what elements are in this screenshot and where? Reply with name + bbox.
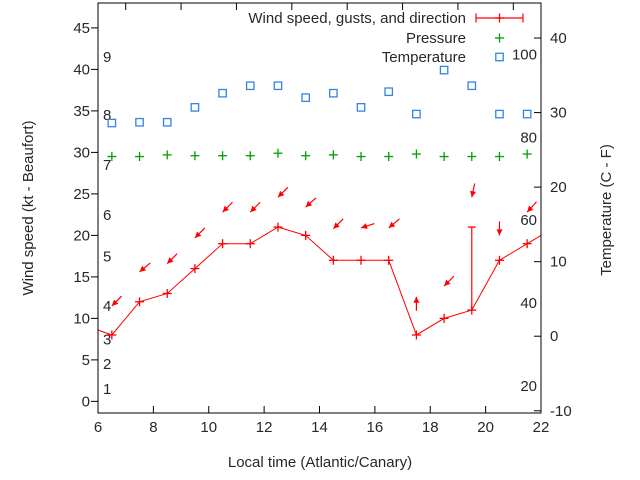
right-axis-tick-label: 20 xyxy=(550,179,567,196)
legend-label-temperature: Temperature xyxy=(382,49,466,66)
temperature-marker xyxy=(495,109,504,119)
left-axis-tick-label: 15 xyxy=(73,269,90,286)
wind-direction-arrowhead xyxy=(250,205,257,213)
beaufort-scale-label: 4 xyxy=(103,298,111,315)
wind-direction-arrowhead xyxy=(194,231,202,238)
left-axis-tick-label: 40 xyxy=(73,61,90,78)
temperature-marker xyxy=(301,93,311,103)
left-y-axis-title: Wind speed (kt - Beaufort) xyxy=(20,120,37,295)
left-axis-tick-label: 5 xyxy=(82,352,90,369)
temperature-marker xyxy=(107,118,117,128)
wind-direction-arrowhead xyxy=(222,205,229,213)
wind-direction-arrowhead xyxy=(333,222,340,229)
temperature-marker xyxy=(328,88,338,98)
wind-direction-arrowhead xyxy=(527,205,534,213)
x-axis-tick-label: 6 xyxy=(94,419,102,436)
temperature-marker xyxy=(412,109,421,119)
beaufort-scale-label: 3 xyxy=(103,331,111,348)
temperature-marker xyxy=(135,117,144,127)
left-axis-tick-label: 35 xyxy=(73,103,90,120)
right-axis-tick-label: 0 xyxy=(550,328,558,345)
beaufort-scale-label: 7 xyxy=(103,157,111,174)
fahrenheit-scale-label: 40 xyxy=(520,295,537,312)
wind-direction-arrowhead xyxy=(139,265,147,272)
right-y-axis-title: Temperature (C - F) xyxy=(598,144,615,276)
x-axis-tick-label: 22 xyxy=(533,419,550,436)
left-axis-tick-label: 30 xyxy=(73,144,90,161)
wind-direction-arrowhead xyxy=(277,190,285,198)
wind-direction-arrowhead xyxy=(111,299,119,306)
left-axis-tick-label: 20 xyxy=(73,227,90,244)
legend-label-wind: Wind speed, gusts, and direction xyxy=(248,10,466,27)
x-axis-tick-label: 10 xyxy=(200,419,217,436)
wind-direction-arrowhead xyxy=(167,257,174,264)
fahrenheit-scale-label: 100 xyxy=(512,47,537,64)
wind-direction-arrowhead xyxy=(470,190,476,198)
wind-direction-arrowhead xyxy=(361,223,368,229)
temperature-marker xyxy=(439,65,449,75)
wind-direction-arrowhead xyxy=(388,221,396,228)
left-axis-tick-label: 10 xyxy=(73,310,90,327)
beaufort-scale-label: 5 xyxy=(103,248,111,265)
temperature-marker xyxy=(384,87,394,97)
right-axis-tick-label: 10 xyxy=(550,254,567,271)
temperature-marker xyxy=(522,109,532,119)
fahrenheit-scale-label: 20 xyxy=(520,378,537,395)
beaufort-scale-label: 8 xyxy=(103,107,111,124)
x-axis-title: Local time (Atlantic/Canary) xyxy=(228,454,412,471)
legend-temperature-sample-marker xyxy=(495,52,504,62)
wind-direction-arrowhead xyxy=(413,296,420,303)
x-axis-tick-label: 12 xyxy=(256,419,273,436)
x-axis-tick-label: 16 xyxy=(367,419,384,436)
temperature-marker xyxy=(273,81,283,91)
x-axis-tick-label: 18 xyxy=(422,419,439,436)
right-axis-tick-label: -10 xyxy=(550,403,572,420)
temperature-marker xyxy=(190,103,200,112)
temperature-marker xyxy=(356,103,366,112)
right-axis-tick-label: 30 xyxy=(550,105,567,122)
plot-border xyxy=(97,2,542,414)
x-axis-tick-label: 8 xyxy=(149,419,157,436)
fahrenheit-scale-label: 60 xyxy=(520,212,537,229)
x-axis-tick-label: 14 xyxy=(311,419,328,436)
temperature-marker xyxy=(467,81,477,91)
right-axis-tick-label: 40 xyxy=(550,30,567,47)
left-axis-tick-label: 25 xyxy=(73,186,90,203)
beaufort-scale-label: 9 xyxy=(103,49,111,66)
temperature-marker xyxy=(218,88,227,98)
temperature-marker xyxy=(162,117,172,127)
wind-direction-arrowhead xyxy=(305,200,313,208)
fahrenheit-scale-label: 80 xyxy=(520,129,537,146)
temperature-marker xyxy=(245,81,255,91)
beaufort-scale-label: 2 xyxy=(103,356,111,373)
left-axis-tick-label: 0 xyxy=(82,393,90,410)
wind-direction-arrowhead xyxy=(444,279,451,287)
left-axis-tick-label: 45 xyxy=(73,20,90,37)
wind-direction-arrowhead xyxy=(496,229,503,236)
legend-label-pressure: Pressure xyxy=(406,30,466,47)
beaufort-scale-label: 1 xyxy=(103,381,111,398)
x-axis-tick-label: 20 xyxy=(477,419,494,436)
wind-speed-line xyxy=(97,226,542,336)
beaufort-scale-label: 6 xyxy=(103,207,111,224)
